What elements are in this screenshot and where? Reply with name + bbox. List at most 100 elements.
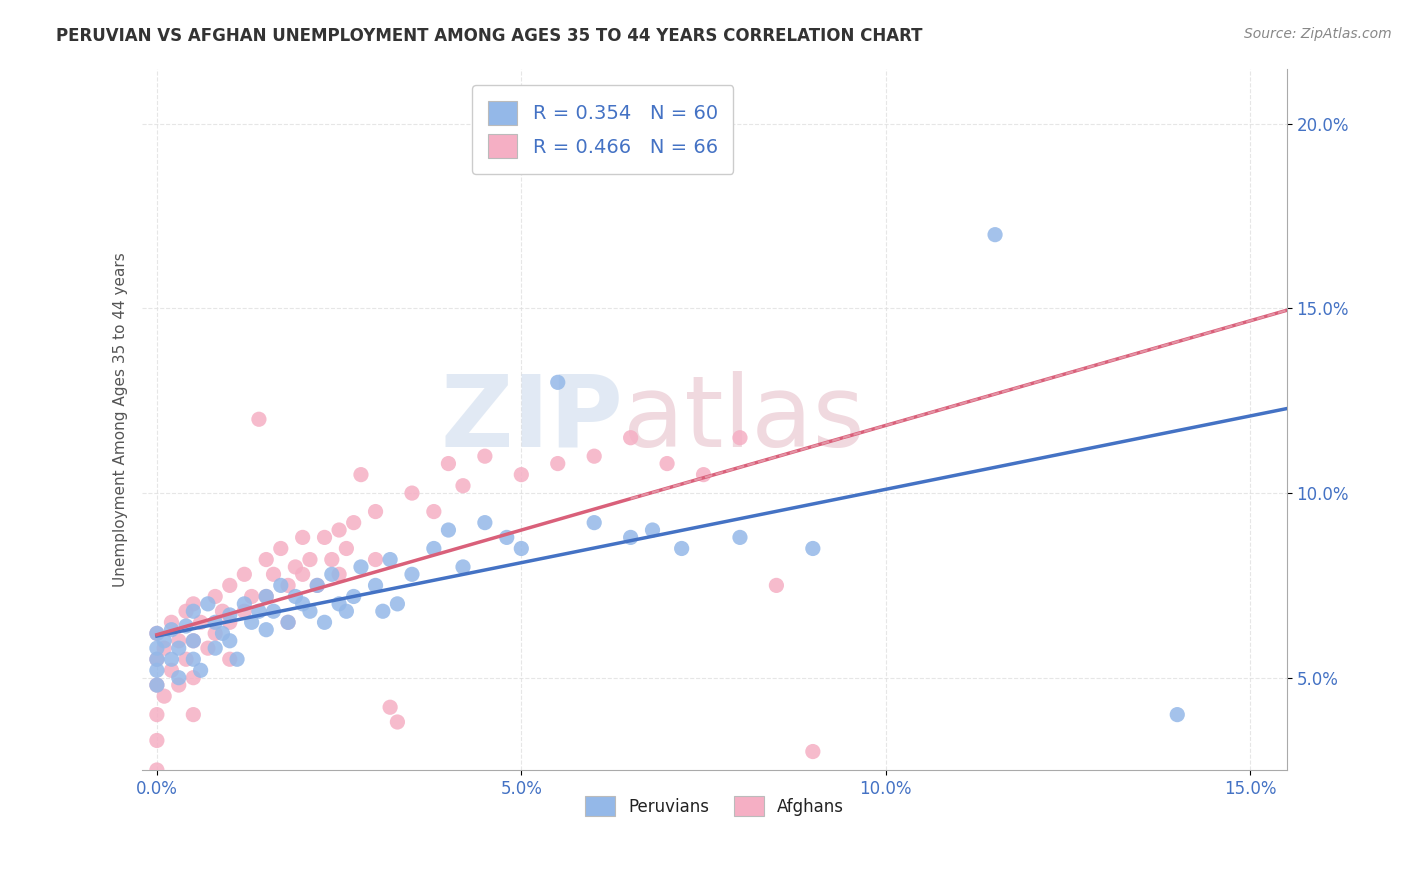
Point <box>153 633 176 648</box>
Point <box>343 516 366 530</box>
Point <box>655 457 678 471</box>
Point <box>190 615 212 630</box>
Point <box>254 590 277 604</box>
Point <box>321 567 343 582</box>
Point <box>146 626 169 640</box>
Point <box>495 530 517 544</box>
Point <box>183 604 205 618</box>
Point <box>335 541 357 556</box>
Point <box>183 633 205 648</box>
Point <box>211 604 233 618</box>
Point <box>270 578 292 592</box>
Point <box>328 523 350 537</box>
Point <box>270 541 292 556</box>
Point <box>190 663 212 677</box>
Point <box>226 652 249 666</box>
Point <box>167 671 190 685</box>
Point <box>146 678 169 692</box>
Point <box>218 578 240 592</box>
Point <box>233 567 256 582</box>
Point <box>204 641 226 656</box>
Point <box>284 590 307 604</box>
Point <box>328 597 350 611</box>
Point <box>378 552 401 566</box>
Point <box>620 431 643 445</box>
Point <box>160 652 183 666</box>
Point <box>343 590 366 604</box>
Point <box>298 604 321 618</box>
Point <box>263 567 285 582</box>
Point <box>167 633 190 648</box>
Point <box>167 678 190 692</box>
Point <box>146 641 169 656</box>
Point <box>583 516 606 530</box>
Point <box>183 671 205 685</box>
Text: ZIP: ZIP <box>440 371 623 467</box>
Point <box>671 541 693 556</box>
Point <box>247 604 270 618</box>
Point <box>160 623 183 637</box>
Point <box>197 597 219 611</box>
Point <box>153 641 176 656</box>
Point <box>801 745 824 759</box>
Point <box>277 578 299 592</box>
Point <box>307 578 329 592</box>
Point <box>314 615 336 630</box>
Point <box>146 652 169 666</box>
Point <box>183 597 205 611</box>
Point <box>451 479 474 493</box>
Point <box>277 615 299 630</box>
Text: atlas: atlas <box>623 371 865 467</box>
Legend: Peruvians, Afghans: Peruvians, Afghans <box>576 788 852 825</box>
Point <box>437 457 460 471</box>
Point <box>204 626 226 640</box>
Point <box>218 615 240 630</box>
Point <box>183 652 205 666</box>
Point <box>233 597 256 611</box>
Point <box>183 633 205 648</box>
Point <box>233 604 256 618</box>
Point <box>692 467 714 482</box>
Point <box>387 714 409 729</box>
Point <box>240 590 263 604</box>
Point <box>204 615 226 630</box>
Point <box>146 652 169 666</box>
Point <box>510 467 533 482</box>
Point <box>298 552 321 566</box>
Point <box>583 449 606 463</box>
Point <box>146 663 169 677</box>
Point <box>291 567 314 582</box>
Point <box>474 449 496 463</box>
Point <box>146 763 169 777</box>
Point <box>801 541 824 556</box>
Point <box>328 567 350 582</box>
Point <box>423 541 446 556</box>
Point <box>160 663 183 677</box>
Point <box>240 615 263 630</box>
Point <box>254 623 277 637</box>
Point <box>218 652 240 666</box>
Point <box>263 604 285 618</box>
Point <box>307 578 329 592</box>
Point <box>247 412 270 426</box>
Point <box>291 597 314 611</box>
Point <box>451 560 474 574</box>
Point <box>510 541 533 556</box>
Point <box>350 560 373 574</box>
Point <box>254 552 277 566</box>
Point <box>183 707 205 722</box>
Point <box>254 590 277 604</box>
Point <box>423 504 446 518</box>
Point <box>277 615 299 630</box>
Point <box>335 604 357 618</box>
Point <box>211 626 233 640</box>
Point <box>204 590 226 604</box>
Point <box>146 733 169 747</box>
Point <box>364 552 387 566</box>
Y-axis label: Unemployment Among Ages 35 to 44 years: Unemployment Among Ages 35 to 44 years <box>114 252 128 587</box>
Point <box>364 578 387 592</box>
Point <box>547 457 569 471</box>
Point <box>350 467 373 482</box>
Point <box>146 626 169 640</box>
Point <box>620 530 643 544</box>
